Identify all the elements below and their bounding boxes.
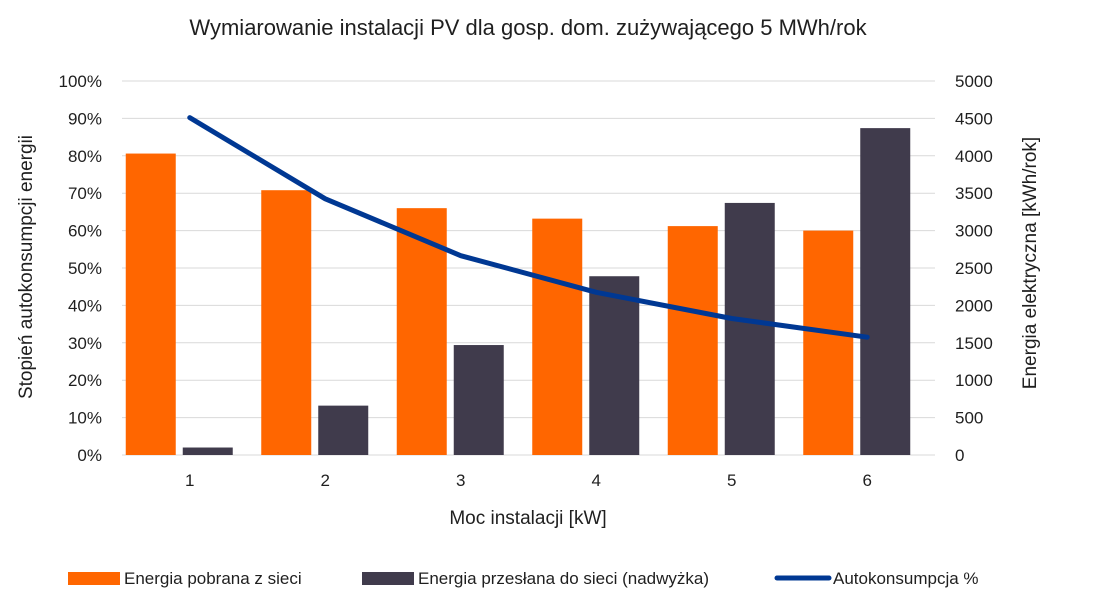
left-tick-label: 0% bbox=[77, 446, 102, 465]
left-tick-label: 80% bbox=[68, 147, 102, 166]
line-series bbox=[187, 115, 870, 340]
left-tick-label: 90% bbox=[68, 109, 102, 128]
left-axis-ticks: 0% 10% 20% 30% 40% 50% 60% 70% 80% 90% 100% bbox=[59, 72, 102, 465]
right-tick-label: 2000 bbox=[955, 296, 993, 315]
bars bbox=[125, 128, 911, 455]
right-tick-label: 0 bbox=[955, 446, 964, 465]
bar-energia-pobrana bbox=[396, 208, 447, 455]
x-tick-label: 2 bbox=[321, 471, 330, 490]
right-tick-label: 2500 bbox=[955, 259, 993, 278]
left-tick-label: 60% bbox=[68, 222, 102, 241]
right-tick-label: 3000 bbox=[955, 222, 993, 241]
x-tick-label: 5 bbox=[727, 471, 736, 490]
right-tick-label: 4000 bbox=[955, 147, 993, 166]
x-tick-label: 3 bbox=[456, 471, 465, 490]
x-axis-title: Moc instalacji [kW] bbox=[449, 508, 606, 529]
chart-title: Wymiarowanie instalacji PV dla gosp. dom… bbox=[189, 15, 867, 40]
left-tick-label: 70% bbox=[68, 184, 102, 203]
right-tick-label: 500 bbox=[955, 409, 983, 428]
bar-energia-pobrana bbox=[261, 190, 312, 455]
left-tick-label: 100% bbox=[59, 72, 102, 91]
bar-energia-przeslana bbox=[860, 128, 911, 455]
right-tick-label: 1000 bbox=[955, 371, 993, 390]
right-tick-label: 5000 bbox=[955, 72, 993, 91]
legend-label: Energia pobrana z sieci bbox=[124, 569, 302, 588]
x-tick-label: 6 bbox=[863, 471, 872, 490]
bar-energia-przeslana bbox=[182, 447, 233, 455]
gridlines bbox=[122, 80, 935, 456]
bar-energia-przeslana bbox=[724, 202, 775, 455]
left-tick-label: 20% bbox=[68, 371, 102, 390]
legend-label: Energia przesłana do sieci (nadwyżka) bbox=[418, 569, 709, 588]
left-tick-label: 50% bbox=[68, 259, 102, 278]
legend-swatch bbox=[68, 572, 120, 585]
legend-label: Autokonsumpcja % bbox=[833, 569, 979, 588]
legend: Energia pobrana z sieci Energia przesłana… bbox=[68, 569, 979, 588]
bar-energia-pobrana bbox=[125, 153, 176, 455]
x-tick-label: 1 bbox=[185, 471, 194, 490]
bar-energia-pobrana bbox=[667, 226, 718, 455]
line-autokonsumpcja bbox=[187, 115, 870, 340]
right-tick-label: 1500 bbox=[955, 334, 993, 353]
legend-swatch bbox=[362, 572, 414, 585]
left-axis-title: Stopień autokonsumpcji energii bbox=[16, 135, 37, 399]
bar-energia-pobrana bbox=[532, 218, 583, 455]
left-tick-label: 40% bbox=[68, 296, 102, 315]
bar-energia-przeslana bbox=[589, 276, 640, 455]
right-axis-title: Energia elektryczna [kWh/rok] bbox=[1020, 137, 1041, 389]
bar-energia-pobrana bbox=[803, 230, 854, 455]
right-axis-ticks: 0 500 1000 1500 2000 2500 3000 3500 4000 4500 5000 bbox=[955, 72, 993, 465]
x-tick-label: 4 bbox=[592, 471, 601, 490]
left-tick-label: 10% bbox=[68, 409, 102, 428]
x-axis-ticks: 1 2 3 4 5 6 bbox=[185, 471, 872, 490]
bar-energia-przeslana bbox=[453, 345, 504, 455]
right-tick-label: 3500 bbox=[955, 184, 993, 203]
right-tick-label: 4500 bbox=[955, 109, 993, 128]
bar-energia-przeslana bbox=[318, 405, 369, 455]
left-tick-label: 30% bbox=[68, 334, 102, 353]
